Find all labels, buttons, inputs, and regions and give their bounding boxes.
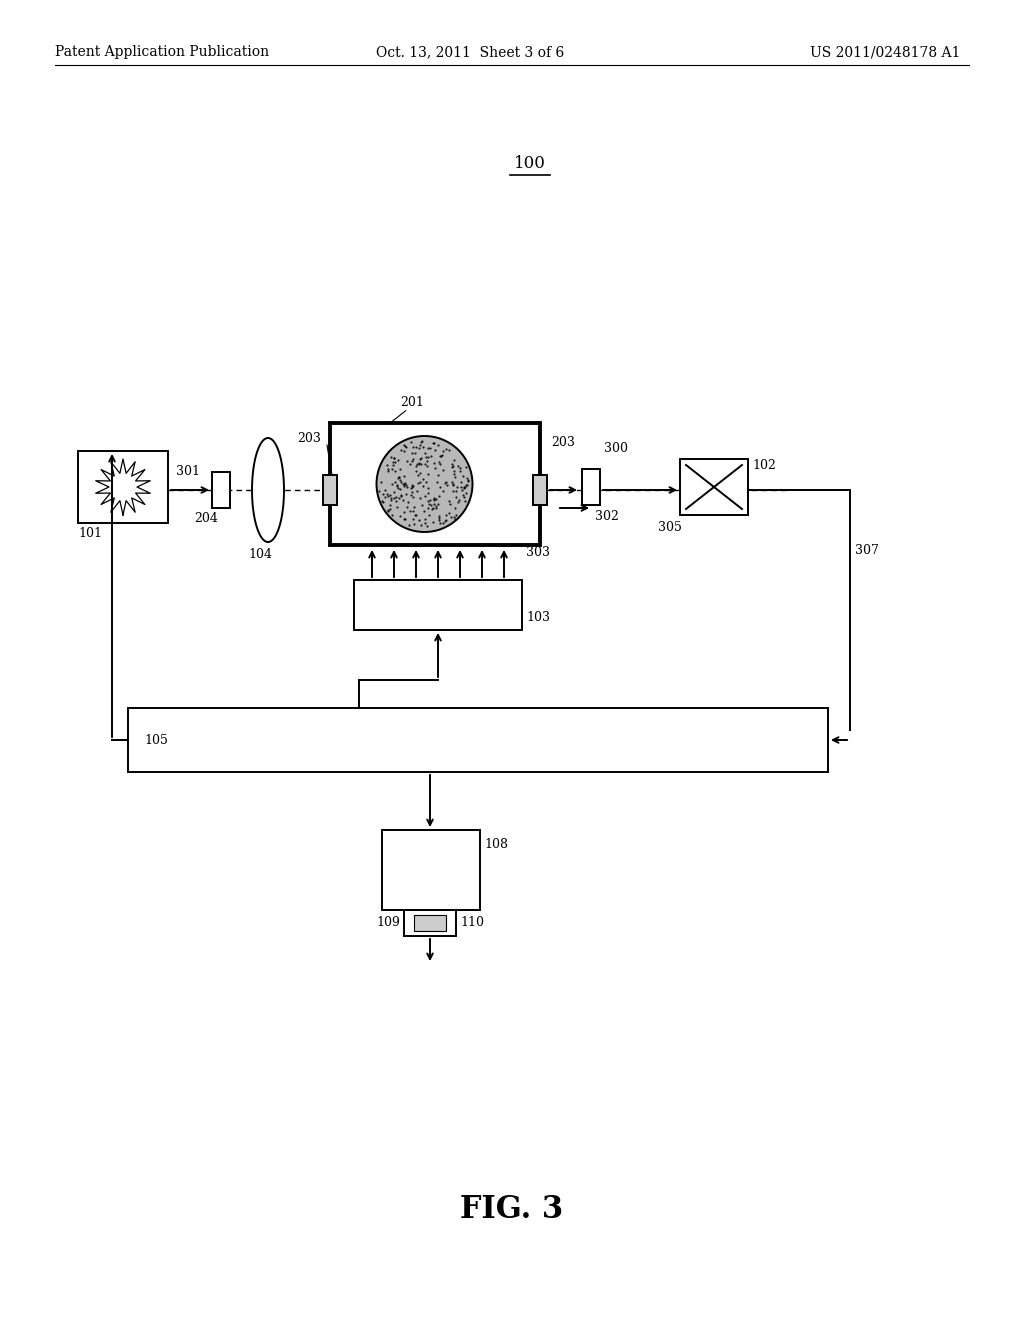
- Text: 103: 103: [526, 611, 550, 624]
- Bar: [212, 473, 230, 508]
- Bar: [404, 909, 456, 936]
- Bar: [382, 830, 480, 909]
- Bar: [680, 459, 748, 515]
- Text: 307: 307: [855, 544, 879, 557]
- Text: 109: 109: [376, 916, 400, 929]
- Text: 303: 303: [526, 545, 550, 558]
- Text: 204: 204: [195, 512, 218, 525]
- Text: Oct. 13, 2011  Sheet 3 of 6: Oct. 13, 2011 Sheet 3 of 6: [376, 45, 564, 59]
- Bar: [354, 579, 522, 630]
- Text: 305: 305: [658, 521, 682, 535]
- Bar: [323, 475, 337, 506]
- Polygon shape: [95, 459, 151, 515]
- Text: 110: 110: [460, 916, 484, 929]
- Bar: [582, 469, 600, 506]
- Bar: [78, 451, 168, 523]
- Text: 104: 104: [248, 548, 272, 561]
- Text: 301: 301: [176, 465, 200, 478]
- Text: 108: 108: [484, 838, 508, 851]
- Text: 203: 203: [297, 432, 321, 445]
- Bar: [330, 422, 540, 545]
- Text: US 2011/0248178 A1: US 2011/0248178 A1: [810, 45, 961, 59]
- Text: 304: 304: [434, 466, 459, 479]
- Text: 101: 101: [78, 527, 102, 540]
- Text: FIG. 3: FIG. 3: [461, 1195, 563, 1225]
- Text: 105: 105: [144, 734, 168, 747]
- Text: 100: 100: [514, 154, 546, 172]
- Text: 203: 203: [551, 436, 574, 449]
- Text: 302: 302: [595, 510, 618, 523]
- Bar: [414, 915, 446, 931]
- Polygon shape: [252, 438, 284, 543]
- Text: 300: 300: [604, 442, 628, 455]
- Text: 102: 102: [752, 459, 776, 473]
- Text: Patent Application Publication: Patent Application Publication: [55, 45, 269, 59]
- Bar: [128, 708, 828, 772]
- Bar: [534, 475, 547, 506]
- Circle shape: [377, 436, 472, 532]
- Text: 201: 201: [400, 396, 424, 409]
